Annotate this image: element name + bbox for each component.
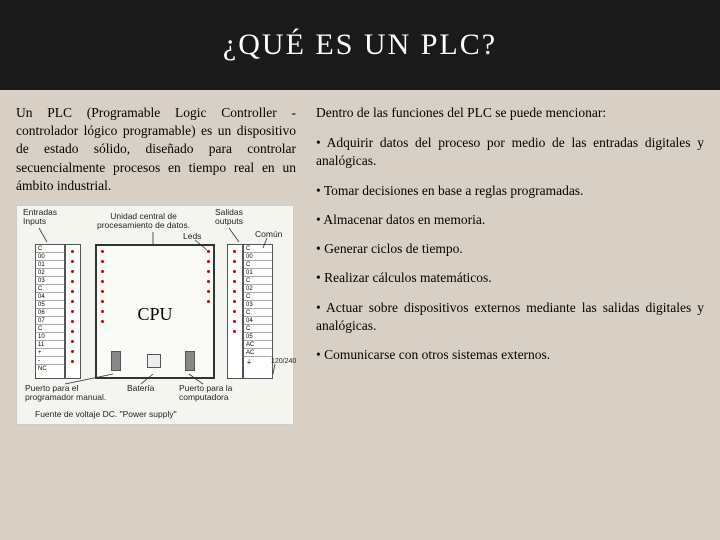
functions-intro: Dentro de las funciones del PLC se puede… [316,104,704,122]
bullet-5: • Actuar sobre dispositivos externos med… [316,299,704,335]
volts-label: 120/240 [271,358,296,366]
bullet-1: • Tomar decisiones en base a reglas prog… [316,182,704,200]
inputs-label: Entradas Inputs [23,208,57,227]
bullet-3: • Generar ciclos de tiempo. [316,240,704,258]
description-text: Un PLC (Programable Logic Controller - c… [16,104,296,195]
output-terminal-block: C00C 01C02 C03C 04C05 ACAC⏚ [243,244,273,379]
battery-label: Batería [127,384,154,393]
bullet-0: • Adquirir datos del proceso por medio d… [316,134,704,170]
plc-diagram: Entradas Inputs Unidad central de proces… [16,205,294,425]
page-title: ¿QUÉ ES UN PLC? [20,28,700,62]
pc-port-label: Puerto para la computadora [179,384,232,403]
battery-slot [147,354,161,368]
left-column: Un PLC (Programable Logic Controller - c… [16,104,296,425]
prog-port-label: Puerto para el programador manual. [25,384,106,403]
power-label: Fuente de voltaje DC. "Power supply" [35,410,177,419]
cpu-title-label: Unidad central de procesamiento de datos… [97,212,190,231]
cpu-label: CPU [137,304,172,325]
bullet-2: • Almacenar datos en memoria. [316,211,704,229]
bullet-4: • Realizar cálculos matemáticos. [316,269,704,287]
comun-label: Común [255,230,282,239]
cpu-box: CPU [95,244,215,379]
title-header: ¿QUÉ ES UN PLC? [0,0,720,90]
port-2 [185,351,195,371]
bullet-6: • Comunicarse con otros sistemas externo… [316,346,704,364]
port-1 [111,351,121,371]
leds-label: Leds [183,232,201,241]
input-terminal-block: C0001 0203C 040506 07C10 11+- NC [35,244,65,379]
outputs-label: Salidas outputs [215,208,243,227]
content-area: Un PLC (Programable Logic Controller - c… [0,90,720,435]
right-column: Dentro de las funciones del PLC se puede… [316,104,704,425]
